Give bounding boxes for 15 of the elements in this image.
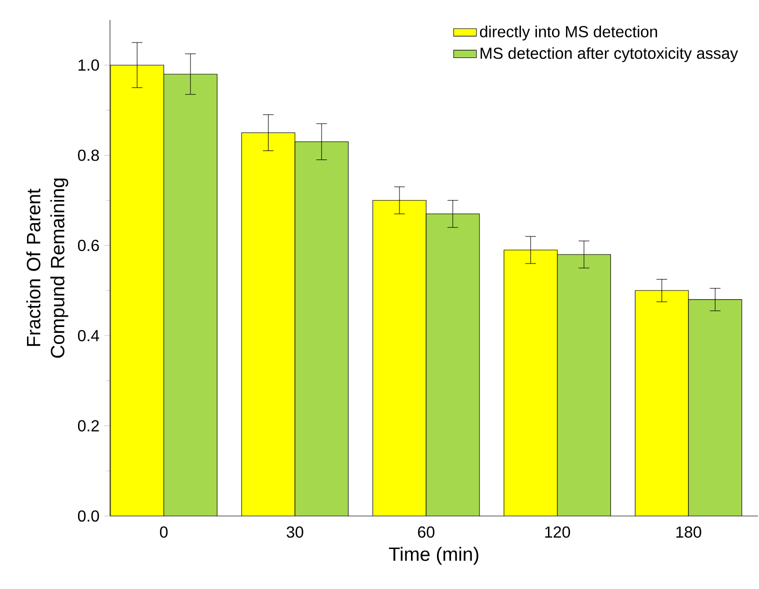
- y-tick-label: 0.2: [78, 420, 99, 432]
- legend-label: directly into MS detection: [480, 26, 658, 41]
- y-tick-label: 0.0: [78, 510, 99, 522]
- y-tick-label: 0.8: [78, 150, 99, 161]
- y-tick-label: 0.4: [78, 330, 100, 342]
- x-tick-label: 0: [160, 526, 168, 538]
- x-axis-title: Time (min): [388, 546, 478, 565]
- x-tick-label: 30: [286, 526, 304, 538]
- y-axis-title: Fraction Of Parent Compund Remaining: [26, 178, 68, 358]
- y-tick-label: 1.0: [78, 59, 99, 71]
- x-tick-label: 120: [545, 526, 570, 538]
- y-tick-label: 0.6: [78, 240, 99, 252]
- x-tick-label: 180: [676, 526, 702, 538]
- legend-label: MS detection after cytotoxicity assay: [480, 47, 738, 62]
- x-tick-label: 60: [418, 526, 434, 538]
